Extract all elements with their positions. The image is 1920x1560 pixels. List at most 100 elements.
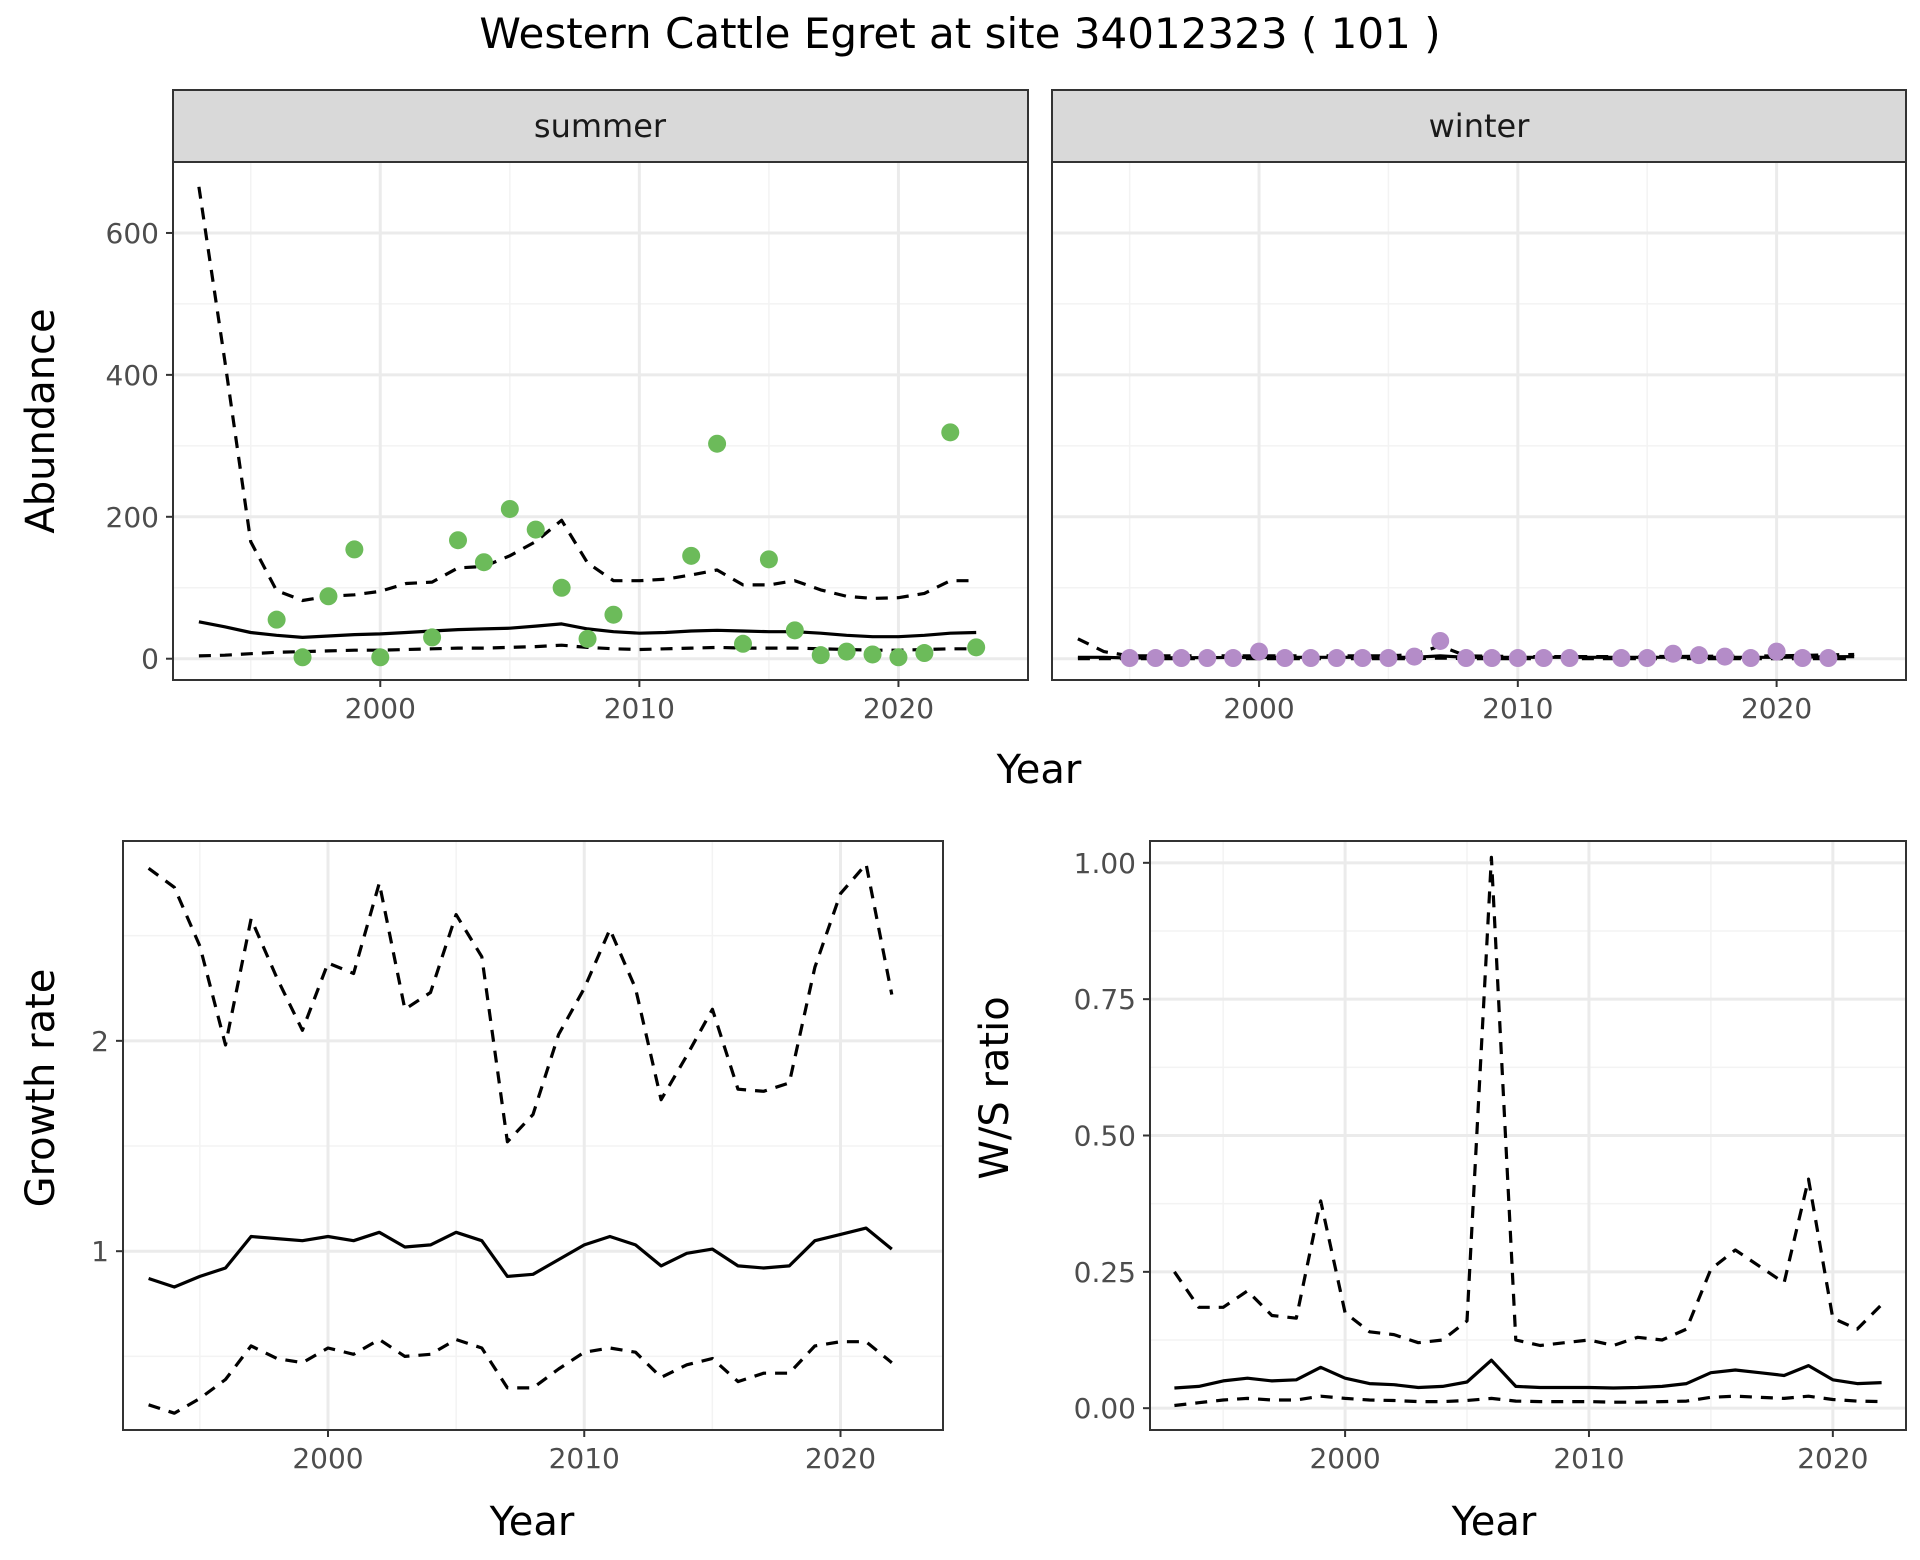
facet-summer: summer 2000 2010 2020 [172, 89, 1029, 725]
data-point-summer [423, 628, 442, 647]
data-point-winter [1275, 649, 1294, 668]
data-point-winter [1715, 647, 1734, 666]
x-tick-label: 2000 [1309, 1442, 1380, 1475]
data-point-summer [811, 646, 830, 665]
data-point-summer [967, 638, 986, 657]
data-point-winter [1120, 649, 1139, 668]
data-point-summer [915, 644, 934, 663]
data-point-winter [1482, 649, 1501, 668]
y-tick-label: 1 [91, 1235, 109, 1268]
y-tick-label: 2 [91, 1025, 109, 1058]
estimate-line [148, 1226, 893, 1289]
data-point-summer [526, 520, 545, 539]
data-point-winter [1405, 647, 1424, 666]
abundance-y-axis: 0 200 400 600 [106, 217, 173, 676]
data-point-winter [1560, 649, 1579, 668]
panel-background [123, 841, 943, 1430]
lower-bound-line [1174, 1394, 1882, 1408]
panel-border [172, 161, 1029, 681]
data-point-winter [1638, 649, 1657, 668]
abundance-x-axis-title: Year [996, 747, 1082, 793]
strip-summer [172, 89, 1029, 163]
data-point-winter [1379, 649, 1398, 668]
x-tick-label: 2000 [292, 1442, 363, 1475]
y-tick-label: 1.00 [1074, 847, 1136, 880]
data-point-summer [474, 553, 493, 572]
strip-label-summer: summer [534, 107, 667, 145]
data-point-summer [941, 423, 960, 442]
growth-x-axis-title: Year [489, 1499, 575, 1545]
plot-area-ws-ratio: 2000 2010 2020 0.00 0.25 0.50 0.75 1.00 [1074, 840, 1907, 1475]
y-tick-label: 0.00 [1074, 1392, 1136, 1425]
data-point-summer [345, 540, 364, 559]
x-tick-label: 2000 [345, 692, 416, 725]
data-point-winter [1250, 642, 1269, 661]
data-point-summer [604, 605, 623, 624]
data-point-winter [1327, 649, 1346, 668]
growth-y-axis-title: Growth rate [18, 969, 64, 1208]
ws-ratio-chart: 2000 2010 2020 0.00 0.25 0.50 0.75 1.00 Year W/… [972, 840, 1907, 1545]
x-tick-label: 2010 [604, 692, 675, 725]
x-tick-label: 2020 [1797, 1442, 1868, 1475]
estimate-line-summer [198, 620, 977, 639]
x-tick-label: 2020 [1741, 692, 1812, 725]
ws-x-axis-title: Year [1451, 1499, 1537, 1545]
data-point-winter [1301, 649, 1320, 668]
x-tick-label: 2010 [549, 1442, 620, 1475]
data-point-summer [889, 648, 908, 667]
plot-area-summer: 2000 2010 2020 [172, 161, 1029, 725]
data-point-summer [293, 648, 312, 667]
data-point-summer [449, 531, 467, 550]
data-point-summer [500, 499, 519, 518]
upper-bound-line [147, 862, 894, 1144]
data-point-summer [552, 578, 571, 597]
data-point-winter [1172, 649, 1191, 668]
data-point-winter [1198, 649, 1217, 668]
data-point-winter [1689, 646, 1708, 665]
data-point-summer [863, 645, 882, 664]
strip-winter [1051, 89, 1907, 163]
data-point-summer [837, 642, 856, 661]
data-point-winter [1664, 644, 1683, 663]
strip-label-winter: winter [1429, 107, 1531, 145]
y-tick-label: 0 [141, 643, 159, 676]
ws-y-axis-title: W/S ratio [972, 996, 1018, 1179]
data-point-winter [1431, 631, 1450, 650]
lower-bound-line [148, 1337, 893, 1415]
data-point-summer [734, 634, 752, 653]
facet-winter: winter 2000 2010 2020 [1051, 89, 1907, 725]
x-tick-label: 2020 [863, 692, 934, 725]
y-tick-label: 600 [106, 217, 159, 250]
data-point-summer [578, 629, 597, 648]
panel-border [1149, 840, 1907, 1431]
x-tick-label: 2010 [1482, 692, 1553, 725]
y-tick-label: 0.50 [1074, 1120, 1136, 1153]
data-point-summer [319, 587, 338, 606]
upper-bound-line [1173, 855, 1883, 1348]
plot-area-winter: 2000 2010 2020 [1051, 161, 1907, 725]
plot-area-growth-rate: 2000 2010 2020 1 2 [91, 840, 944, 1475]
panel-background [173, 162, 1028, 680]
data-point-winter [1793, 649, 1812, 668]
panel-border [1051, 161, 1907, 681]
data-point-summer [785, 621, 804, 640]
data-point-winter [1767, 642, 1786, 661]
data-point-summer [371, 648, 390, 667]
y-tick-label: 200 [106, 501, 159, 534]
data-point-winter [1224, 649, 1243, 668]
x-tick-label: 2000 [1223, 692, 1294, 725]
figure-title: Western Cattle Egret at site 34012323 ( … [479, 9, 1440, 58]
x-tick-label: 2010 [1553, 1442, 1624, 1475]
x-tick-label: 2020 [805, 1442, 876, 1475]
growth-rate-chart: 2000 2010 2020 1 2 Year Growth rate [18, 840, 944, 1545]
y-tick-label: 0.75 [1074, 983, 1136, 1016]
data-point-winter [1457, 649, 1476, 668]
data-point-summer [759, 550, 778, 569]
abundance-chart: summer 2000 2010 2020 winter 2000 2010 2020 … [18, 89, 1907, 793]
estimate-line [1174, 1358, 1882, 1390]
y-tick-label: 400 [106, 359, 159, 392]
data-point-winter [1146, 649, 1165, 668]
data-point-winter [1534, 649, 1553, 668]
data-point-winter [1612, 649, 1631, 668]
